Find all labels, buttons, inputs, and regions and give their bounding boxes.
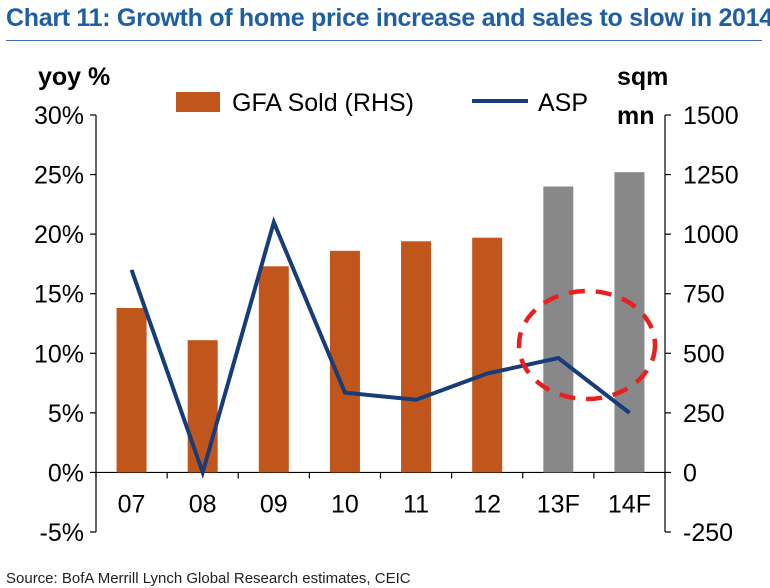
forecast-highlight-ellipse [516,288,658,402]
chart-axes [90,114,671,533]
legend-swatch-bar [176,92,220,112]
category-label: 11 [403,490,429,518]
category-label: 09 [260,490,288,518]
category-label: 10 [331,490,359,518]
right-tick-label: 750 [683,281,725,309]
right-tick-label: 500 [683,340,725,368]
left-tick-label: 0% [48,459,84,487]
category-label: 13F [537,490,580,518]
chart-title: Chart 11: Growth of home price increase … [6,4,770,32]
legend-label-bar: GFA Sold (RHS) [232,89,414,117]
legend: GFA Sold (RHS) ASP [176,89,588,117]
source-note: Source: BofA Merrill Lynch Global Resear… [6,570,411,587]
left-tick-label: 25% [34,162,84,190]
annotation [516,288,658,402]
left-tick-label: 15% [34,281,84,309]
category-label: 14F [608,490,651,518]
left-tick-label: 30% [34,102,84,130]
left-tick-label: -5% [40,519,84,547]
right-axis-title-line2: mn [617,102,655,130]
bar-12 [472,237,503,473]
right-tick-label: 1250 [683,162,739,190]
bar-14F [614,172,645,473]
chart-canvas: 30% 25% 20% 15% 10% 5% 0% -5% 1500 1250 1000 750 500… [34,63,739,547]
category-label: 12 [473,490,501,518]
category-label: 07 [118,490,146,518]
right-tick-label: 250 [683,400,725,428]
left-axis-title: yoy % [38,63,110,91]
asp-line [129,216,631,480]
right-tick-label: 1000 [683,221,739,249]
category-label: 08 [189,490,217,518]
tick-labels: 30% 25% 20% 15% 10% 5% 0% -5% 1500 1250 1000 750 500… [34,63,739,547]
bar-07 [116,308,147,473]
right-axis-title-line1: sqm [617,63,668,91]
left-tick-label: 5% [48,400,84,428]
bar-13F [543,186,574,473]
bar-09 [258,266,289,473]
left-tick-label: 10% [34,340,84,368]
right-tick-label: 1500 [683,102,739,130]
left-tick-label: 20% [34,221,84,249]
bar-series [116,172,645,473]
bar-10 [329,250,360,473]
right-tick-label: -250 [683,519,733,547]
legend-label-line: ASP [538,89,588,117]
bar-08 [187,340,218,473]
bar-11 [401,241,432,473]
right-tick-label: 0 [683,459,697,487]
title-divider [6,40,762,41]
line-series [129,216,631,480]
